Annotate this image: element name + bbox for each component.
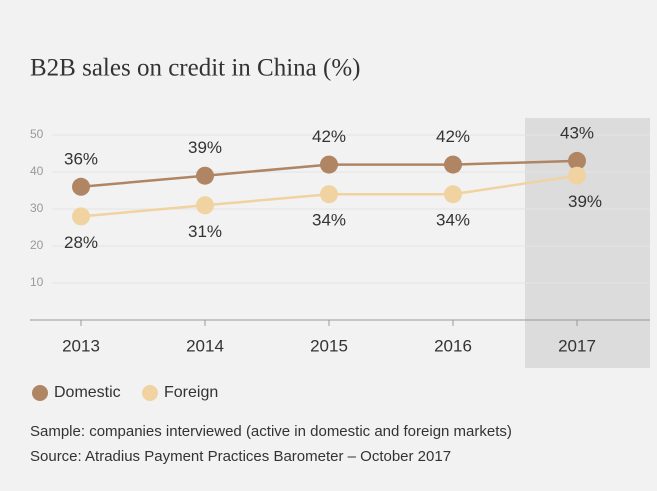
point [320, 185, 338, 204]
point [72, 177, 90, 196]
value-label: 34% [312, 211, 346, 230]
point [196, 196, 214, 215]
y-tick-label: 30 [30, 201, 44, 215]
point [72, 207, 90, 226]
x-tick-label: 2017 [558, 336, 596, 355]
y-tick-label: 20 [30, 238, 44, 252]
legend-label: Foreign [164, 384, 218, 401]
y-tick-label: 40 [30, 164, 44, 178]
highlight-band [525, 118, 650, 368]
y-tick-label: 10 [30, 275, 44, 289]
point [196, 166, 214, 185]
note: Sample: companies interviewed (active in… [30, 423, 512, 440]
value-label: 39% [188, 138, 222, 157]
value-label: 42% [436, 127, 470, 146]
legend-swatch [142, 385, 158, 401]
value-label: 36% [64, 149, 98, 168]
value-label: 28% [64, 233, 98, 252]
legend-swatch [32, 385, 48, 401]
point [444, 185, 462, 204]
point [320, 155, 338, 174]
point [568, 151, 586, 170]
x-tick-label: 2013 [62, 336, 100, 355]
chart-title: B2B sales on credit in China (%) [30, 55, 361, 82]
point [444, 155, 462, 174]
value-label: 43% [560, 123, 594, 142]
x-tick-label: 2016 [434, 336, 472, 355]
point [568, 166, 586, 185]
value-label: 39% [568, 192, 602, 211]
value-label: 42% [312, 127, 346, 146]
value-label: 31% [188, 222, 222, 241]
y-tick-label: 50 [30, 127, 44, 141]
x-tick-label: 2015 [310, 336, 348, 355]
note: Source: Atradius Payment Practices Barom… [30, 448, 451, 465]
x-tick-label: 2014 [186, 336, 224, 355]
value-label: 34% [436, 211, 470, 230]
legend-label: Domestic [54, 384, 121, 401]
